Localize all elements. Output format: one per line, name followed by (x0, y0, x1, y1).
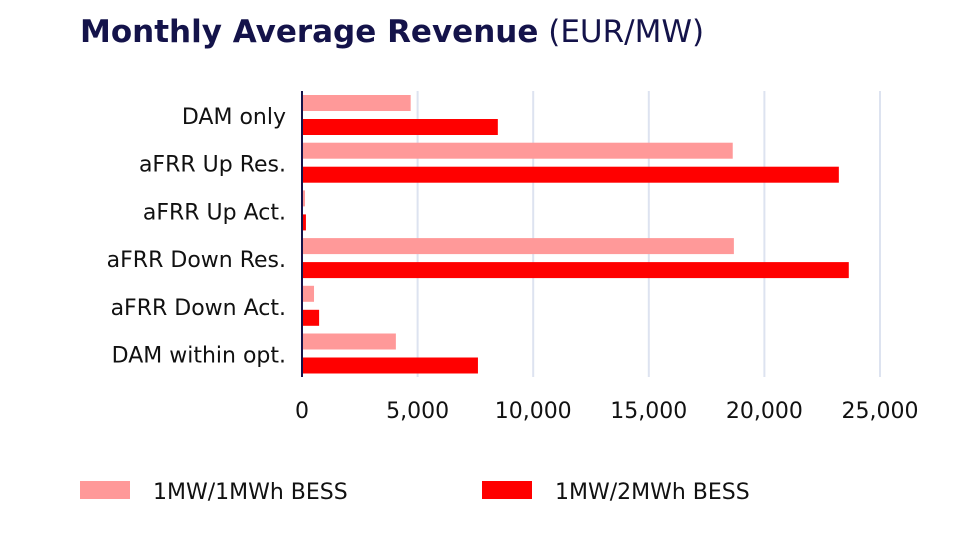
category-label: aFRR Up Res. (139, 153, 286, 178)
category-label: DAM within opt. (112, 344, 286, 369)
bar-2mwh (302, 309, 320, 326)
legend-label: 1MW/2MWh BESS (555, 480, 750, 505)
x-tick-label: 15,000 (610, 399, 687, 424)
legend-swatch (482, 481, 532, 499)
bar-1mwh (302, 142, 733, 159)
bar-2mwh (302, 119, 498, 135)
legend-swatch (80, 481, 130, 499)
bar-1mwh (302, 190, 306, 207)
bar-2mwh (302, 357, 478, 374)
bar-2mwh (302, 166, 839, 183)
bar-1mwh (302, 333, 396, 350)
category-label: aFRR Down Res. (107, 248, 286, 273)
chart-title: Monthly Average Revenue (EUR/MW) (80, 14, 704, 50)
x-tick-label: 10,000 (495, 399, 572, 424)
x-tick-label: 25,000 (842, 399, 919, 424)
x-tick-label: 5,000 (386, 399, 449, 424)
bar-2mwh (302, 262, 849, 279)
category-label: aFRR Down Act. (111, 296, 286, 321)
category-label: DAM only (182, 105, 286, 130)
bar-1mwh (302, 238, 734, 255)
x-tick-label: 20,000 (726, 399, 803, 424)
bar-1mwh (302, 285, 315, 302)
bar-2mwh (302, 214, 306, 231)
x-tick-label: 0 (295, 399, 309, 424)
legend-label: 1MW/1MWh BESS (153, 480, 348, 505)
title-main: Monthly Average Revenue (80, 14, 539, 50)
category-label: aFRR Up Act. (143, 200, 286, 225)
bar-1mwh (302, 95, 411, 111)
title-unit: (EUR/MW) (548, 14, 705, 50)
